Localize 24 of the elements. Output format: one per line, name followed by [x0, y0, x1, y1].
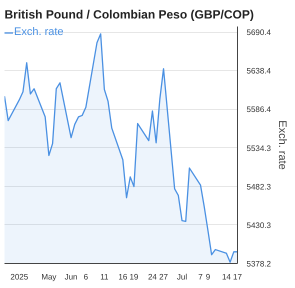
- x-tick-label: 27: [159, 272, 169, 282]
- x-tick-label: 7: [198, 272, 204, 282]
- x-tick-label: 11: [100, 272, 110, 282]
- x-tick-label: 14: [222, 272, 232, 282]
- y-tick-label: 5378.2: [246, 260, 272, 268]
- y-axis-title: Exch. rate: [276, 120, 288, 170]
- x-tick-label: Jun: [64, 272, 78, 282]
- y-tick-label: 5586.4: [246, 105, 272, 114]
- x-tick-label: 16: [118, 272, 128, 282]
- x-tick-label: 2025: [10, 272, 29, 282]
- y-tick-label: 5690.4: [246, 28, 272, 38]
- y-tick-label: 5638.4: [246, 66, 272, 76]
- y-tick-label: 5534.3: [246, 144, 272, 153]
- x-tick-label: May: [41, 272, 56, 282]
- x-tick-label: Jul: [176, 272, 188, 282]
- x-tick-label: 17: [233, 272, 242, 282]
- y-tick-label: 5482.3: [246, 182, 272, 192]
- y-tick-label: 5430.3: [246, 220, 272, 230]
- x-tick-label: 24: [148, 272, 158, 282]
- x-tick-label: 6: [84, 272, 89, 282]
- x-tick-label: 19: [129, 272, 139, 282]
- chart-title: British Pound / Colombian Peso (GBP/COP): [4, 8, 254, 22]
- x-tick-label: 9: [206, 272, 211, 282]
- legend-label: Exch. rate: [14, 26, 64, 38]
